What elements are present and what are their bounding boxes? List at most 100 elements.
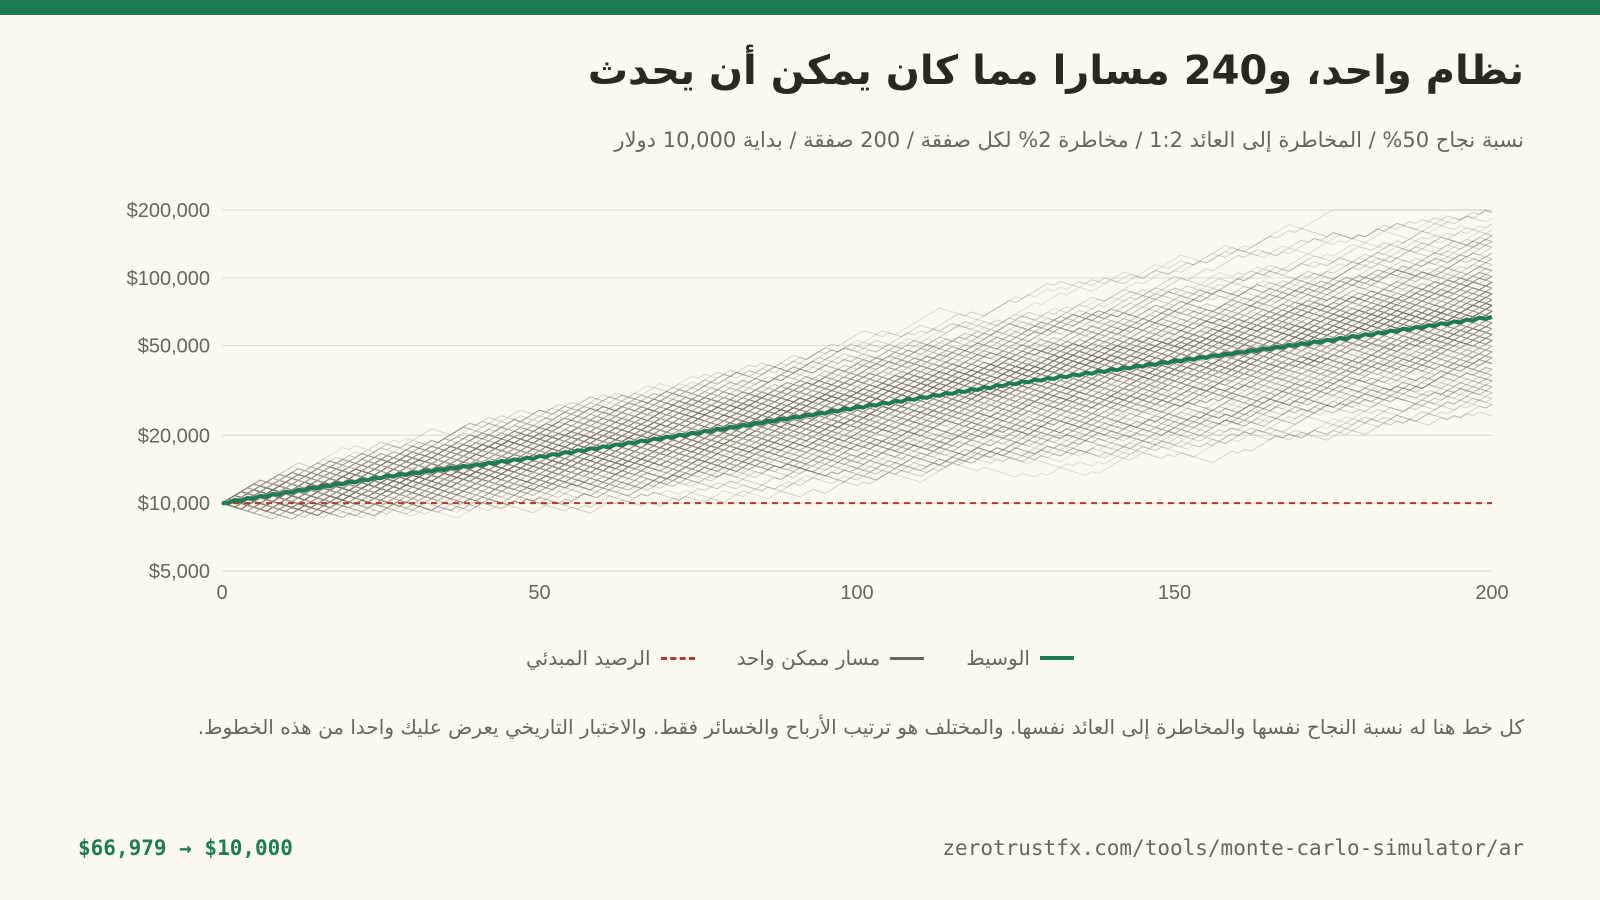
- simulated-path: [221, 304, 1493, 508]
- simulated-path: [221, 380, 1493, 506]
- simulated-path: [221, 275, 1493, 504]
- simulated-path: [221, 339, 1493, 510]
- simulated-path: [221, 347, 1493, 512]
- simulated-path: [221, 273, 1493, 504]
- simulated-path: [221, 256, 1493, 510]
- simulated-path: [221, 304, 1493, 512]
- simulated-path: [221, 328, 1493, 520]
- simulated-path: [221, 310, 1493, 504]
- simulated-path: [221, 386, 1493, 514]
- simulated-path: [221, 320, 1493, 504]
- simulated-path: [221, 264, 1493, 504]
- simulated-path: [221, 364, 1493, 504]
- simulated-path: [221, 316, 1493, 516]
- simulated-path: [221, 267, 1493, 504]
- simulated-path: [221, 322, 1493, 504]
- simulated-path: [221, 334, 1493, 508]
- monte-carlo-chart: $200,000 $100,000 $50,000 $20,000 $10,000 $5,…: [127, 200, 1509, 604]
- simulated-path: [221, 358, 1493, 504]
- simulated-path: [221, 372, 1493, 504]
- simulated-path: [221, 321, 1493, 504]
- simulated-path: [221, 264, 1493, 506]
- simulated-path: [221, 281, 1493, 512]
- simulated-path: [221, 359, 1493, 513]
- simulated-path: [221, 341, 1493, 504]
- simulated-path: [221, 316, 1493, 506]
- y-axis-labels: $200,000 $100,000 $50,000 $20,000 $10,000 $5,…: [127, 200, 210, 583]
- simulated-path: [221, 241, 1493, 504]
- simulated-path: [221, 293, 1493, 504]
- legend-label-median: الوسيط: [966, 646, 1030, 670]
- simulated-path: [221, 333, 1493, 504]
- simulated-path: [221, 304, 1493, 518]
- simulated-path: [221, 297, 1493, 506]
- simulated-path: [221, 293, 1493, 507]
- simulated-path: [221, 304, 1493, 504]
- simulated-path: [221, 209, 1492, 504]
- simulated-path: [221, 266, 1493, 504]
- simulated-path: [221, 310, 1493, 504]
- simulated-path: [221, 351, 1493, 508]
- path-swatch: [890, 656, 925, 660]
- legend-item-median: الوسيط: [966, 646, 1074, 670]
- x-tick-label: 150: [1158, 582, 1191, 604]
- simulated-path: [221, 273, 1493, 513]
- simulated-path: [221, 240, 1493, 508]
- simulated-path: [221, 304, 1493, 518]
- simulated-path: [221, 316, 1493, 514]
- simulated-path: [221, 304, 1493, 506]
- simulated-path: [221, 306, 1493, 504]
- simulated-path: [221, 238, 1493, 504]
- simulated-path: [221, 308, 1493, 507]
- simulated-path: [221, 286, 1493, 510]
- simulated-path: [221, 279, 1493, 512]
- median-swatch: [1039, 656, 1074, 660]
- simulated-path: [221, 215, 1493, 506]
- simulated-path: [221, 320, 1493, 509]
- simulated-path: [221, 320, 1493, 518]
- simulated-path: [221, 304, 1493, 509]
- simulated-path: [221, 209, 1493, 504]
- simulated-path: [221, 368, 1493, 504]
- simulated-path: [221, 299, 1493, 504]
- simulated-path: [221, 209, 1493, 508]
- simulated-path: [221, 273, 1493, 504]
- simulated-path: [221, 341, 1493, 504]
- simulated-path: [221, 374, 1493, 506]
- x-tick-label: 0: [216, 582, 227, 604]
- simulated-path: [221, 302, 1493, 506]
- simulated-path: [221, 327, 1493, 518]
- simulated-path: [221, 351, 1493, 510]
- simulated-path: [221, 290, 1493, 508]
- simulated-path: [221, 287, 1493, 504]
- simulated-path: [221, 322, 1493, 506]
- simulated-path: [221, 320, 1493, 520]
- top-accent-bar: [0, 0, 1600, 15]
- simulated-path: [221, 284, 1493, 508]
- simulated-path: [221, 350, 1493, 508]
- simulated-path: [221, 233, 1493, 509]
- simulated-path: [221, 287, 1493, 504]
- simulated-path: [221, 328, 1493, 506]
- simulated-path: [221, 292, 1493, 516]
- simulated-path: [221, 327, 1493, 504]
- simulated-path: [221, 287, 1493, 504]
- simulated-path: [221, 310, 1493, 506]
- simulated-path: [221, 349, 1493, 506]
- simulated-path: [221, 326, 1493, 508]
- simulated-path: [221, 306, 1493, 510]
- source-url[interactable]: zerotrustfx.com/tools/monte-carlo-simula…: [942, 836, 1524, 860]
- simulated-path: [221, 354, 1493, 507]
- simulated-path: [221, 356, 1493, 512]
- simulated-path: [221, 382, 1493, 508]
- simulated-path: [221, 345, 1493, 504]
- simulated-path: [221, 240, 1493, 510]
- simulated-path: [221, 339, 1493, 504]
- simulated-path: [221, 335, 1493, 504]
- simulated-path: [221, 299, 1493, 510]
- simulated-path: [221, 279, 1493, 510]
- simulated-path: [221, 368, 1493, 509]
- simulated-path: [221, 302, 1493, 506]
- simulated-path: [221, 293, 1493, 508]
- simulated-path: [221, 223, 1493, 504]
